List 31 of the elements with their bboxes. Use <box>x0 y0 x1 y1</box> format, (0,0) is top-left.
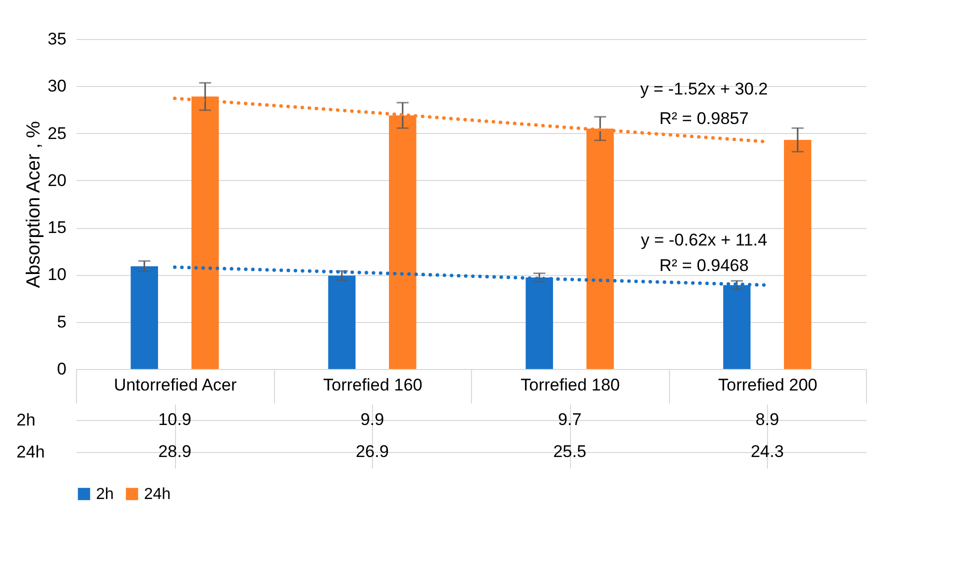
text: 24h <box>16 442 45 462</box>
y-tick-label: 20 <box>48 170 66 190</box>
annotation: R² = 0.9857 <box>659 108 749 128</box>
data-label: 26.9 <box>356 442 389 461</box>
data-label: 9.7 <box>558 410 582 429</box>
y-tick-label: 35 <box>48 30 66 48</box>
annotation: y = -1.52x + 30.2 <box>640 79 768 98</box>
data-label: 28.9 <box>158 442 192 461</box>
x-tick-label: Torrefied 180 <box>520 376 620 394</box>
legend-label: 24h <box>144 486 171 503</box>
y-tick-label: 0 <box>57 360 66 378</box>
annotation: R² = 0.9468 <box>659 256 749 276</box>
y-tick-label: 5 <box>57 312 66 332</box>
y-tick-label: 10 <box>48 265 66 284</box>
text: 2h <box>16 410 36 430</box>
x-tick-label: Torrefied 200 <box>718 376 818 394</box>
legend-label: 2h <box>96 486 114 503</box>
data-label: 25.5 <box>553 442 586 461</box>
data-label: 24.3 <box>750 442 784 461</box>
data-label: 8.9 <box>755 410 780 429</box>
x-tick-label: Untorrefied Acer <box>114 376 237 394</box>
data-label: 9.9 <box>360 410 384 429</box>
x-tick-label: Torrefied 160 <box>323 376 422 394</box>
y-tick-label: 25 <box>48 124 66 143</box>
annotation: y = -0.62x + 11.4 <box>640 230 768 250</box>
data-label: 10.9 <box>158 410 192 429</box>
y-tick-label: 15 <box>48 218 66 238</box>
y-tick-label: 30 <box>48 76 66 96</box>
bar <box>784 140 812 369</box>
y-axis-title: Absorption Acer , % <box>24 120 45 288</box>
bar <box>130 266 158 369</box>
